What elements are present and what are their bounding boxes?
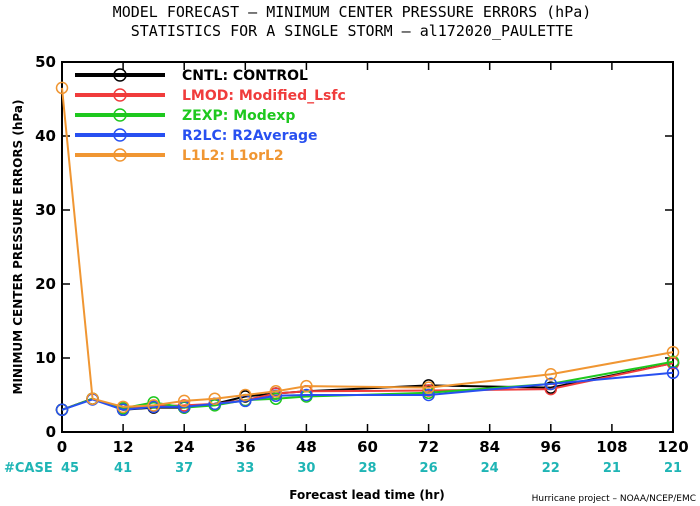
y-axis: 0 10 20 30 40 50: [35, 53, 673, 441]
case-count: 30: [297, 461, 315, 476]
data-point: [55, 81, 69, 95]
data-point: [666, 366, 680, 380]
legend-label: LMOD: Modified_Lsfc: [182, 88, 346, 104]
case-count: 37: [175, 461, 193, 476]
legend-item: ZEXP: Modexp: [75, 108, 295, 124]
x-tick-label: 72: [418, 438, 439, 456]
x-tick-label: 108: [596, 438, 627, 456]
data-point: [544, 377, 558, 391]
legend-label: CNTL: CONTROL: [182, 68, 308, 84]
x-tick-label: 120: [657, 438, 688, 456]
legend-item: L1L2: L1orL2: [75, 148, 284, 164]
y-tick-label: 40: [35, 127, 56, 145]
case-header: #CASE: [4, 461, 53, 476]
x-tick-label: 96: [540, 438, 561, 456]
legend-marker: [113, 108, 127, 122]
case-count: 24: [481, 461, 499, 476]
case-count: 28: [358, 461, 376, 476]
legend-marker: [113, 68, 127, 82]
data-point: [300, 388, 313, 402]
data-point: [269, 389, 283, 402]
data-point: [300, 379, 313, 393]
data-point: [116, 400, 130, 414]
x-tick-label: 24: [174, 438, 195, 456]
data-point: [239, 388, 252, 402]
legend-marker: [113, 128, 127, 142]
case-count: 21: [664, 461, 682, 476]
chart-title: MODEL FORECAST – MINIMUM CENTER PRESSURE…: [113, 3, 592, 21]
legend-marker: [113, 88, 127, 102]
data-point: [422, 388, 435, 402]
case-count: 45: [61, 461, 79, 476]
case-count: 21: [603, 461, 621, 476]
series-4: [55, 81, 680, 414]
x-tick-label: 36: [235, 438, 256, 456]
case-count: 22: [542, 461, 560, 476]
plot-frame: [61, 61, 674, 433]
x-axis-label: Forecast lead time (hr): [289, 488, 445, 502]
case-counts: #CASE 45 41 37 33 30 28 26 24 22 21 21: [4, 461, 682, 476]
data-point: [666, 345, 680, 359]
data-point: [208, 392, 221, 405]
x-tick-label: 0: [57, 438, 67, 456]
data-point: [177, 394, 191, 408]
series-layer: [55, 81, 680, 417]
y-axis-label: MINIMUM CENTER PRESSURE ERRORS (hPa): [11, 100, 25, 395]
legend-item: CNTL: CONTROL: [75, 68, 308, 84]
x-tick-label: 60: [357, 438, 378, 456]
y-tick-label: 50: [35, 53, 56, 71]
y-tick-label: 10: [35, 349, 56, 367]
case-count: 33: [236, 461, 254, 476]
case-count: 26: [420, 461, 438, 476]
chart-subtitle: STATISTICS FOR A SINGLE STORM – al172020…: [131, 22, 574, 40]
credit-text: Hurricane project – NOAA/NCEP/EMC: [532, 494, 696, 504]
data-point: [544, 368, 558, 381]
y-tick-label: 0: [46, 423, 56, 441]
legend: CNTL: CONTROL LMOD: Modified_Lsfc ZEXP: Mo…: [75, 68, 346, 164]
y-tick-label: 30: [35, 201, 56, 219]
x-tick-label: 48: [296, 438, 317, 456]
data-point: [86, 392, 99, 405]
data-point: [147, 399, 160, 412]
data-point: [55, 403, 69, 417]
y-tick-label: 20: [35, 275, 56, 293]
data-point: [422, 381, 435, 394]
case-count: 41: [114, 461, 132, 476]
legend-item: R2LC: R2Average: [75, 128, 318, 144]
legend-marker: [113, 148, 127, 162]
legend-label: R2LC: R2Average: [182, 128, 318, 144]
legend-label: L1L2: L1orL2: [182, 148, 284, 164]
x-tick-label: 84: [479, 438, 500, 456]
legend-item: LMOD: Modified_Lsfc: [75, 88, 346, 104]
legend-label: ZEXP: Modexp: [182, 108, 295, 124]
data-point: [269, 385, 283, 398]
x-axis: 0 12 24 36 48 60 72 84 96 108 120: [57, 62, 689, 456]
x-tick-label: 12: [113, 438, 134, 456]
